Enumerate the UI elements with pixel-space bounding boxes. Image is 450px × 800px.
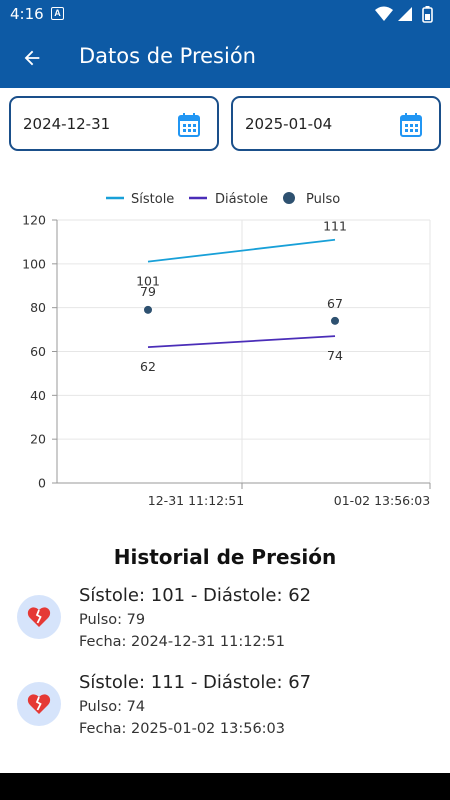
y-tick-label: 40: [30, 388, 46, 403]
wifi-icon: [375, 6, 393, 21]
record-avatar: [17, 595, 61, 639]
start-date-field[interactable]: 2024-12-31: [9, 96, 219, 151]
data-label: 111: [323, 219, 347, 234]
chart-svg: Sístole Diástole Pulso 0 20 40 60 80 100 120 12-31…: [22, 192, 431, 508]
signal-icon: [398, 7, 412, 21]
data-label: 101: [136, 274, 160, 289]
broken-heart-icon: [27, 694, 51, 714]
x-tick-label: 01-02 13:56:03: [334, 493, 430, 508]
navigation-bar: [0, 773, 450, 800]
pressure-chart: Sístole Diástole Pulso 0 20 40 60 80 100 120 12-31…: [0, 180, 450, 520]
end-date-value: 2025-01-04: [245, 115, 333, 133]
end-date-field[interactable]: 2025-01-04: [231, 96, 441, 151]
legend-label: Sístole: [131, 192, 174, 207]
data-label: 67: [327, 296, 343, 311]
history-title: Historial de Presión: [113, 545, 337, 569]
data-label: 79: [140, 284, 156, 299]
pulse-point: [331, 316, 339, 325]
notification-badge: A: [51, 7, 64, 20]
legend-label: Pulso: [306, 192, 340, 207]
y-tick-label: 100: [22, 256, 46, 271]
status-time: 4:16: [10, 5, 44, 23]
series-line-diástole: [147, 335, 336, 349]
series-line-sístole: [147, 238, 336, 263]
record-main-text: Sístole: 101 - Diástole: 62: [79, 585, 312, 606]
calendar-icon[interactable]: [399, 112, 423, 138]
status-bar: 4:16 A: [0, 0, 450, 28]
record-main-text: Sístole: 111 - Diástole: 67: [79, 672, 312, 693]
pulse-point: [144, 305, 152, 314]
history-record[interactable]: Sístole: 101 - Diástole: 62 Pulso: 79 Fe…: [0, 585, 450, 665]
record-date: Fecha: 2024-12-31 11:12:51: [79, 634, 286, 650]
record-date: Fecha: 2025-01-02 13:56:03: [79, 721, 286, 737]
legend-swatch: [283, 192, 295, 204]
status-icons: [375, 6, 433, 23]
y-tick-label: 0: [38, 476, 46, 491]
back-button[interactable]: [14, 40, 50, 76]
page-title: Datos de Presión: [79, 44, 256, 68]
x-tick-label: 12-31 11:12:51: [148, 493, 244, 508]
y-tick-label: 120: [22, 213, 46, 228]
history-record[interactable]: Sístole: 111 - Diástole: 67 Pulso: 74 Fe…: [0, 672, 450, 752]
record-pulse: Pulso: 79: [79, 612, 146, 628]
y-tick-label: 80: [30, 300, 46, 315]
broken-heart-icon: [27, 607, 51, 627]
arrow-back-icon: [24, 50, 40, 66]
record-pulse: Pulso: 74: [79, 699, 146, 715]
start-date-value: 2024-12-31: [23, 115, 111, 133]
data-label: 62: [140, 359, 156, 374]
data-label: 74: [327, 348, 343, 363]
record-avatar: [17, 682, 61, 726]
app-bar: Datos de Presión: [0, 28, 450, 88]
battery-icon: [422, 6, 433, 23]
y-tick-label: 20: [30, 432, 46, 447]
calendar-icon[interactable]: [177, 112, 201, 138]
legend-label: Diástole: [215, 192, 268, 207]
y-tick-label: 60: [30, 344, 46, 359]
